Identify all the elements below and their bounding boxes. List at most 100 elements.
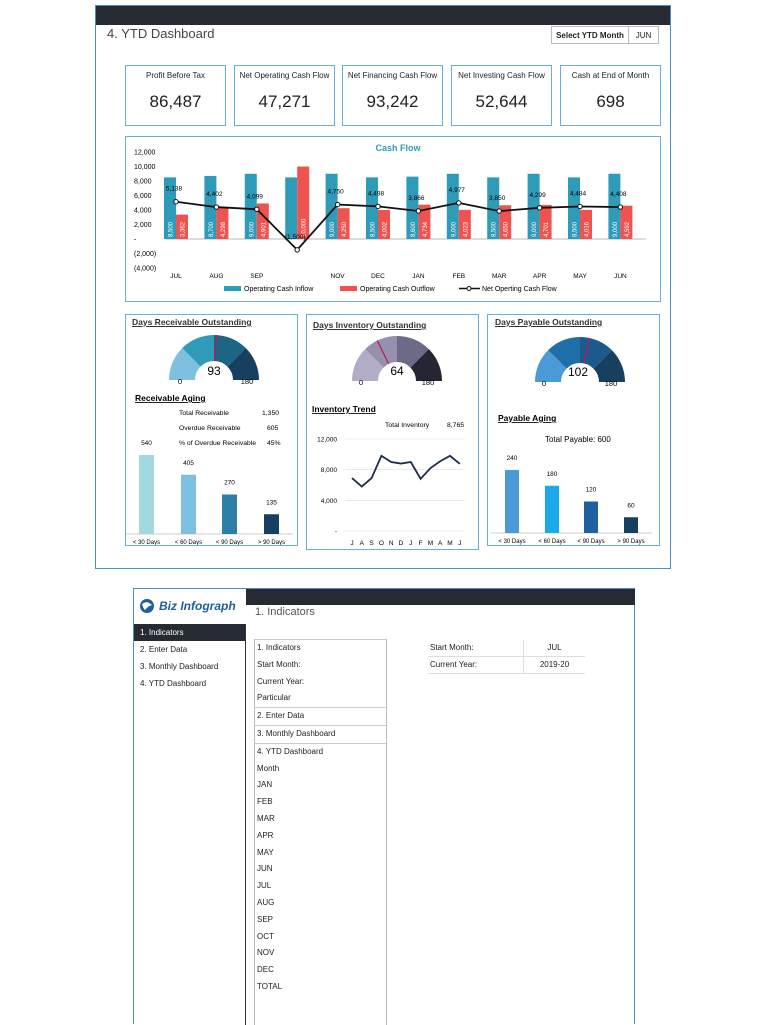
net-point-label: 4,977 — [449, 187, 466, 194]
aging-bar — [181, 474, 196, 534]
gauge-title: Days Payable Outstanding — [495, 317, 603, 327]
gauge-segment — [548, 337, 580, 369]
indicator-row: TOTAL — [257, 981, 283, 991]
bar-label-inflow: 8,500 — [371, 221, 377, 237]
ytd-month-selector[interactable]: Select YTD Month JUN — [551, 26, 659, 44]
x-tick-label: MAR — [492, 273, 507, 280]
bar-outflow — [297, 166, 310, 239]
indicator-row: FEB — [257, 797, 273, 807]
kpi-cash-end-of-month: Cash at End of Month 698 — [560, 65, 661, 126]
kpi-value: 93,242 — [366, 92, 419, 111]
net-point — [577, 203, 583, 210]
kpi-value: 52,644 — [475, 92, 528, 111]
x-tick-label: J — [409, 540, 412, 547]
page-title: 4. YTD Dashboard — [107, 26, 215, 41]
net-point — [334, 201, 341, 208]
payable-panel-graphics: 102 0 180 Payable Aging Total Payable: 6… — [491, 337, 652, 545]
x-tick-label: < 60 Days — [175, 540, 202, 545]
indicator-row: JUN — [257, 864, 273, 874]
net-point-label: 4,498 — [368, 190, 385, 197]
app-header-bar — [246, 589, 635, 605]
bar-label-outflow: 4,023 — [463, 221, 469, 237]
gauge-segment — [535, 350, 567, 382]
x-tick-label: > 90 Days — [617, 539, 644, 545]
indicators-sheet: Biz Infograph 1. Indicators 2. Enter Dat… — [133, 588, 635, 1025]
bar-label-outflow: 4,650 — [504, 221, 510, 237]
bar-outflow — [580, 209, 592, 239]
bar-outflow — [539, 204, 552, 239]
sidebar-item-monthly-dashboard[interactable]: 3. Monthly Dashboard — [140, 662, 219, 671]
bar-label-inflow: 8,700 — [209, 221, 215, 237]
gauge-segment — [397, 336, 429, 368]
bar-label-outflow: 3,362 — [181, 221, 187, 237]
net-point — [617, 204, 624, 210]
x-tick-label: A — [438, 540, 443, 547]
bar-label-outflow: 4,734 — [423, 221, 429, 237]
bar-label-inflow: 8,500 — [492, 221, 498, 237]
kpi-value: 47,271 — [258, 92, 311, 111]
aging-bar — [264, 514, 279, 534]
bar-outflow — [378, 209, 390, 239]
net-point-label: 4,402 — [206, 191, 223, 198]
y-tick-label: 8,000 — [134, 179, 152, 186]
bar-label-outflow: 4,298 — [221, 221, 227, 237]
config-table: Start Month: JUL Current Year: 2019-20 — [428, 640, 585, 674]
x-tick-label: J — [458, 540, 461, 547]
sidebar-item-ytd-dashboard[interactable]: 4. YTD Dashboard — [140, 679, 207, 688]
bar-inflow — [406, 176, 419, 239]
gauge-value: 93 — [207, 364, 221, 378]
indicator-row: DEC — [257, 965, 274, 975]
bar-label-outflow: 4,592 — [625, 221, 631, 237]
kpi-profit-before-tax: Profit Before Tax 86,487 — [125, 65, 226, 126]
receivable-panel: Days Receivable Outstanding 93 0 180 Rec… — [125, 314, 298, 546]
bar-label-inflow: 8,500 — [169, 221, 175, 237]
indicator-row: JAN — [257, 780, 273, 790]
aging-bar — [139, 455, 154, 534]
bar-outflow — [499, 205, 512, 239]
gauge-segment — [365, 336, 397, 368]
total-payable: Total Payable: 600 — [545, 435, 611, 444]
sidebar-item-enter-data[interactable]: 2. Enter Data — [140, 645, 188, 654]
legend-outflow: Operating Cash Outflow — [360, 286, 436, 293]
page-title: 1. Indicators — [255, 606, 315, 618]
legend-marker-net — [466, 286, 472, 291]
bar-outflow — [620, 205, 633, 239]
net-point — [456, 200, 462, 206]
kpi-value: 86,487 — [149, 92, 202, 111]
y-tick-label: 6,000 — [134, 193, 152, 200]
net-point-label: 4,750 — [327, 189, 344, 196]
gauge-segment — [227, 348, 259, 380]
kpi-net-investing-cash-flow: Net Investing Cash Flow 52,644 — [451, 65, 552, 126]
indicator-row: NOV — [257, 948, 275, 958]
y-tick-label: 2,000 — [134, 222, 152, 229]
kpi-title: Net Operating Cash Flow — [239, 71, 330, 80]
bar-label-inflow: 9,000 — [330, 221, 336, 237]
gauge-value: 102 — [568, 365, 588, 379]
kpi-net-operating-cash-flow: Net Operating Cash Flow 47,271 — [234, 65, 335, 126]
indicator-row: AUG — [257, 897, 275, 907]
x-tick-label: N — [389, 540, 394, 547]
x-tick-label: S — [369, 540, 374, 547]
bar-label-inflow: 8,500 — [573, 221, 579, 237]
pct-overdue-label: % of Overdue Receivable — [179, 440, 256, 447]
x-tick-label: < 30 Days — [498, 539, 525, 545]
x-tick-label: A — [360, 540, 365, 547]
x-tick-label: NOV — [331, 273, 346, 280]
x-tick-label: < 60 Days — [538, 539, 565, 545]
bar-outflow — [458, 209, 471, 239]
bar-label-outflow: 10,000 — [302, 218, 308, 237]
inventory-panel-graphics: 64 0 180 Inventory Trend Total Inventory… — [312, 336, 465, 547]
bar-label-outflow: 4,250 — [342, 221, 348, 237]
ytd-month-value[interactable]: JUN — [635, 30, 652, 40]
bar-value-label: 120 — [586, 487, 597, 494]
bar-value-label: 540 — [141, 440, 152, 447]
kpi-value: 698 — [596, 92, 625, 111]
sidebar-item-indicators[interactable]: 1. Indicators — [134, 624, 245, 641]
aging-bar — [545, 485, 559, 533]
chart-title: Receivable Aging — [135, 393, 206, 403]
indicator-row: 4. YTD Dashboard — [255, 742, 386, 761]
current-year-value[interactable]: 2019-20 — [539, 660, 570, 669]
net-point — [213, 204, 220, 210]
start-month-value[interactable]: JUL — [547, 643, 562, 652]
bar-label-outflow: 4,901 — [261, 221, 267, 237]
